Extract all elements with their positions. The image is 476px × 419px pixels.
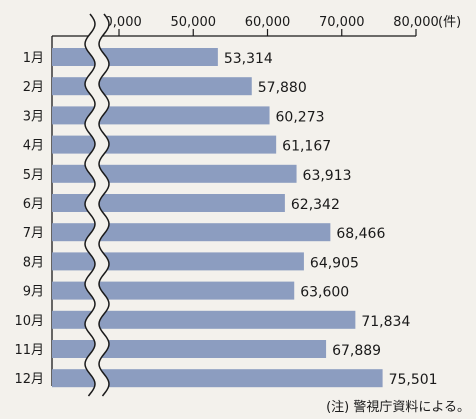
category-label: 3月	[23, 109, 44, 124]
value-label: 68,466	[336, 226, 385, 242]
bar-12	[52, 369, 383, 388]
category-label: 10月	[14, 314, 44, 329]
value-label: 64,905	[310, 255, 359, 271]
category-label: 8月	[23, 255, 44, 270]
category-label: 5月	[23, 168, 44, 183]
value-label: 60,273	[276, 109, 325, 125]
category-label: 1月	[23, 51, 44, 66]
unit-label: (件)	[438, 15, 461, 30]
value-label: 53,314	[224, 51, 273, 67]
value-label: 75,501	[389, 372, 438, 388]
x-tick-label: 70,000	[319, 15, 365, 30]
category-label: 2月	[23, 80, 44, 95]
bar-2	[52, 77, 252, 96]
value-label: 71,834	[361, 314, 410, 330]
bar-7	[52, 223, 331, 242]
bar-1	[52, 48, 218, 66]
category-label: 4月	[23, 139, 44, 154]
x-tick-label: 60,000	[245, 15, 291, 30]
value-label: 67,889	[332, 343, 381, 359]
axis-break-line-right	[98, 13, 110, 397]
x-tick-label: 50,000	[171, 15, 217, 30]
axis-break-band	[85, 14, 109, 396]
x-tick-label: 80,000	[393, 15, 439, 30]
bar-9	[52, 281, 295, 300]
value-label: 63,600	[300, 285, 349, 301]
bar-11	[52, 340, 327, 358]
category-label: 11月	[14, 343, 44, 358]
axis-break-line-left	[84, 13, 96, 397]
category-label: 9月	[23, 285, 44, 300]
value-label: 63,913	[303, 168, 352, 184]
category-label: 12月	[14, 372, 44, 387]
bar-8	[52, 252, 304, 271]
value-label: 62,342	[291, 197, 340, 213]
bar-5	[52, 164, 297, 183]
bar-4	[52, 135, 277, 154]
bar-10	[52, 310, 356, 329]
bar-6	[52, 194, 285, 212]
value-label: 57,880	[258, 80, 307, 96]
category-label: 7月	[23, 226, 44, 241]
category-label: 6月	[23, 197, 44, 212]
source-note: (注) 警視庁資料による。	[326, 400, 470, 415]
value-label: 61,167	[282, 139, 331, 155]
